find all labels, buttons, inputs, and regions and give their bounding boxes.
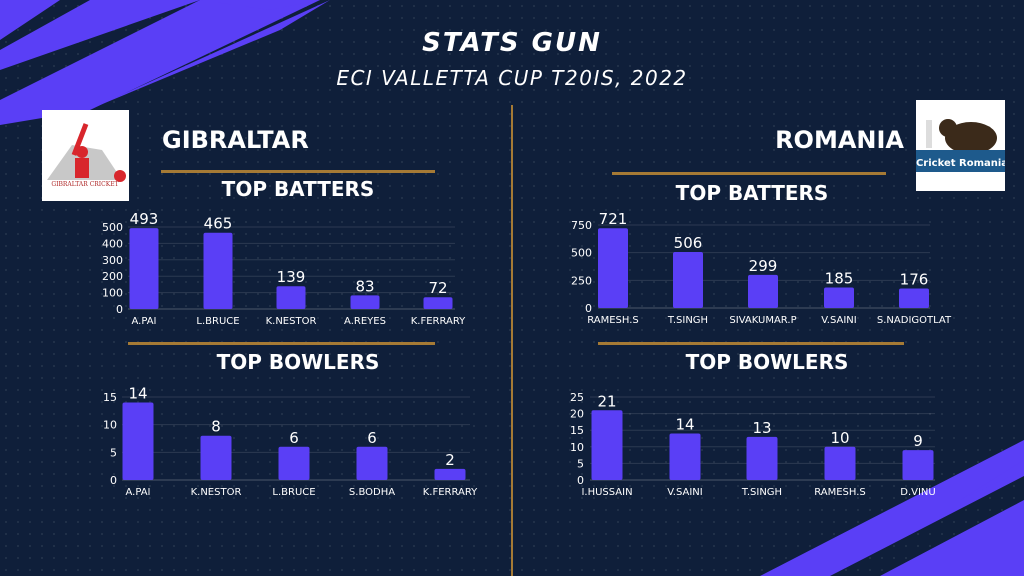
bar-apai	[122, 402, 154, 480]
svg-text:Cricket Romania: Cricket Romania	[916, 158, 1005, 169]
bar-tsingh	[746, 436, 778, 480]
bar-apai	[129, 228, 159, 309]
data-label: 506	[674, 234, 703, 252]
bar-dvinu	[902, 450, 934, 480]
data-label: 139	[277, 268, 306, 286]
data-label: 299	[749, 257, 778, 275]
bar-tsingh	[673, 252, 703, 308]
y-tick-label: 0	[585, 302, 592, 315]
bar-sivakumarp	[748, 274, 778, 308]
gibraltar-bowlers-divider	[128, 342, 435, 345]
data-label: 493	[130, 210, 159, 228]
data-label: 8	[211, 418, 221, 436]
x-tick-label: T.SINGH	[667, 315, 708, 326]
bar-sbodha	[356, 446, 388, 480]
y-tick-label: 400	[102, 237, 123, 250]
gibraltar-divider	[161, 170, 435, 173]
romania-divider	[612, 172, 886, 175]
data-label: 185	[825, 270, 854, 288]
data-label: 14	[128, 385, 147, 403]
bar-snadigotlat	[899, 288, 929, 308]
y-tick-label: 250	[571, 274, 592, 287]
x-tick-label: RAMESH.S	[587, 315, 639, 326]
y-tick-label: 750	[571, 219, 592, 232]
gibraltar-logo: GIBRALTAR CRICKET	[42, 110, 129, 201]
x-tick-label: S.BODHA	[349, 487, 395, 498]
bar-rameshs	[598, 228, 628, 308]
x-tick-label: A.REYES	[344, 316, 386, 327]
data-label: 465	[204, 215, 233, 233]
x-tick-label: V.SAINI	[821, 315, 856, 326]
y-tick-label: 5	[110, 446, 117, 459]
y-tick-label: 0	[577, 474, 584, 487]
data-label: 2	[445, 451, 455, 469]
data-label: 21	[597, 392, 616, 410]
x-tick-label: K.NESTOR	[191, 487, 242, 498]
x-tick-label: A.PAI	[131, 316, 156, 327]
x-tick-label: L.BRUCE	[196, 316, 239, 327]
y-tick-label: 500	[102, 221, 123, 234]
team-name-romania: ROMANIA	[775, 126, 904, 154]
bar-kferrary	[434, 468, 466, 480]
bar-knestor	[276, 286, 306, 309]
data-label: 721	[599, 210, 628, 228]
x-tick-label: I.HUSSAIN	[581, 487, 632, 498]
y-tick-label: 300	[102, 254, 123, 267]
bar-ihussain	[591, 410, 623, 480]
bar-kferrary	[423, 297, 453, 309]
bar-rameshs	[824, 446, 856, 480]
data-label: 72	[428, 279, 447, 297]
page-subtitle: ECI VALLETTA CUP T20IS, 2022	[336, 66, 688, 90]
bar-areyes	[350, 295, 380, 309]
y-tick-label: 100	[102, 287, 123, 300]
x-tick-label: K.FERRARY	[423, 487, 478, 498]
data-label: 6	[289, 429, 299, 447]
y-tick-label: 10	[103, 419, 117, 432]
x-tick-label: V.SAINI	[667, 487, 702, 498]
y-tick-label: 0	[116, 303, 123, 316]
y-tick-label: 15	[570, 424, 584, 437]
y-tick-label: 20	[570, 408, 584, 421]
x-tick-label: S.NADIGOTLAT	[877, 315, 952, 326]
bar-vsaini	[824, 287, 854, 308]
data-label: 83	[355, 277, 374, 295]
y-tick-label: 200	[102, 270, 123, 283]
romania-bowlers-divider	[598, 342, 904, 345]
x-tick-label: RAMESH.S	[814, 487, 866, 498]
y-tick-label: 10	[570, 441, 584, 454]
data-label: 13	[752, 419, 771, 437]
y-tick-label: 0	[110, 474, 117, 487]
romania-batters-title: TOP BATTERS	[675, 181, 829, 205]
y-tick-label: 15	[103, 391, 117, 404]
x-tick-label: L.BRUCE	[272, 487, 315, 498]
x-tick-label: SIVAKUMAR.P	[729, 315, 796, 326]
bar-vsaini	[669, 433, 701, 480]
data-label: 6	[367, 429, 377, 447]
x-tick-label: D.VINU	[900, 487, 935, 498]
x-tick-label: K.FERRARY	[411, 316, 466, 327]
romania-bowlers-title: TOP BOWLERS	[685, 350, 849, 374]
bar-lbruce	[278, 446, 310, 480]
data-label: 10	[830, 429, 849, 447]
gibraltar-bowlers-title: TOP BOWLERS	[216, 350, 380, 374]
team-name-gibraltar: GIBRALTAR	[162, 126, 309, 154]
bar-knestor	[200, 435, 232, 480]
romania-logo: Cricket Romania	[916, 100, 1005, 191]
x-tick-label: T.SINGH	[741, 487, 782, 498]
gibraltar-batters-title: TOP BATTERS	[221, 177, 375, 201]
x-tick-label: K.NESTOR	[266, 316, 317, 327]
svg-text:GIBRALTAR CRICKET: GIBRALTAR CRICKET	[51, 181, 118, 188]
page-title: STATS GUN	[422, 28, 602, 58]
y-tick-label: 5	[577, 457, 584, 470]
data-label: 14	[675, 416, 694, 434]
data-label: 176	[900, 271, 929, 289]
data-label: 9	[913, 432, 923, 450]
y-tick-label: 25	[570, 391, 584, 404]
y-tick-label: 500	[571, 247, 592, 260]
x-tick-label: A.PAI	[125, 487, 150, 498]
bar-lbruce	[203, 232, 233, 309]
